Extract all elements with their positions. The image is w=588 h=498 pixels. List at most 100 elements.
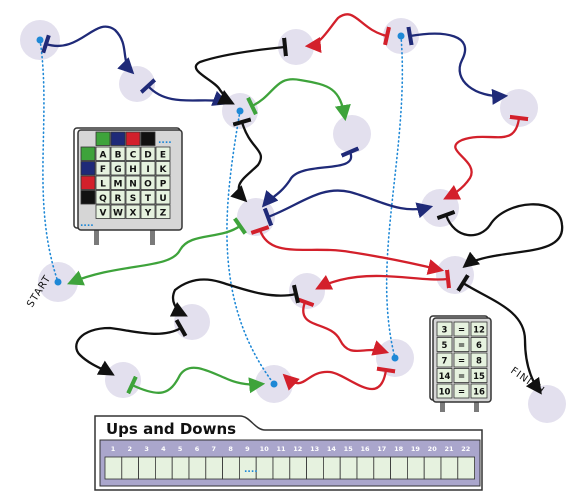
letter-cell-text: K [160,165,168,175]
answer-slot-number: 8 [228,445,233,453]
answer-slot[interactable] [423,456,442,480]
row-color-square [80,146,96,161]
answer-slot[interactable] [171,456,190,480]
answer-slot[interactable] [138,456,156,480]
answer-slot[interactable] [457,456,475,480]
answer-slot[interactable] [104,456,123,480]
number-board: 3 = 12 5 = 6 7 = 8 14 = 15 10 = 16 [429,315,492,412]
letter-cell-text: S [130,194,136,204]
answer-slot[interactable] [188,456,207,480]
letter-cell-text: T [145,194,152,204]
answer-slot-number: 14 [327,445,337,453]
number-cell [470,368,488,383]
column-color-square [95,131,111,146]
answer-placeholder: .... [244,465,258,475]
letter-cell-text: A [100,151,107,161]
number-cell-text: 5 [442,341,448,351]
finish-label: FINISH [508,365,546,396]
letter-cell-text: F [100,165,106,175]
letter-cell [125,146,141,161]
answer-slot-number: 10 [260,445,270,453]
column-color-square [140,131,156,146]
maze-node[interactable] [333,115,371,153]
answer-slot[interactable] [339,456,358,480]
letter-cell-text: Y [144,209,152,219]
answer-slot-number: 7 [212,445,217,453]
answer-slot[interactable] [154,456,173,480]
maze-node[interactable] [436,256,474,294]
number-cell [436,352,453,368]
maze-node[interactable] [174,304,210,340]
letter-cell [95,190,111,205]
answer-slot[interactable] [373,456,391,480]
column-color-square [110,131,126,146]
answer-slot-number: 18 [394,445,404,453]
answer-slot-number: 22 [461,445,470,453]
letter-cell-text: X [130,209,137,219]
number-cell-text: = [458,388,465,398]
row-color-square [80,175,96,190]
row-placeholder: .... [80,219,94,229]
answer-slot[interactable] [121,456,140,480]
letter-cell [95,146,111,161]
letter-cell-text: Z [160,209,167,219]
answer-slot[interactable] [390,456,408,480]
answer-slot[interactable] [356,456,375,480]
row-color-square [80,190,96,205]
letter-cell-text: O [144,180,152,190]
letter-cell [140,146,156,161]
answer-slot[interactable] [306,456,324,480]
answer-slot[interactable] [289,456,307,480]
letter-cell-text: N [129,180,137,190]
letter-cell-text: C [130,151,137,161]
answer-slot-number: 19 [411,445,421,453]
answer-slot[interactable] [255,456,274,480]
number-cell [453,383,470,399]
answer-slot-number: 17 [377,445,386,453]
answer-slot[interactable] [272,456,291,480]
letter-cell [140,204,156,219]
answer-slot-number: 21 [444,445,454,453]
answer-slot-number: 6 [195,445,200,453]
letter-cell [95,204,111,219]
letter-cell [155,161,171,176]
letter-cell [125,161,141,176]
letter-cell [125,190,141,205]
letter-cell-text: Q [99,194,107,204]
number-cell [470,321,488,337]
number-cell [436,337,453,352]
letter-cell [95,175,111,190]
letter-cell-text: B [115,151,122,161]
maze-node[interactable] [119,66,155,102]
letter-cell-text: M [114,180,123,190]
answer-slot[interactable] [222,456,240,480]
letter-cell [155,146,171,161]
number-cell-text: = [458,357,465,367]
answer-slot[interactable] [205,456,224,480]
letter-cell [140,161,156,176]
number-cell-text: = [458,372,465,382]
maze-node[interactable] [289,273,325,309]
answer-slot-number: 20 [428,445,438,453]
number-cell-text: 7 [442,357,448,367]
start-dots [36,32,405,388]
number-cell [436,368,453,383]
answer-slot[interactable] [322,456,341,480]
letter-board: A B C D E F G H I K L M N O P Q R S T U V W X Y Z .... .... [73,127,183,245]
column-color-square [125,131,141,146]
letter-cell-text: U [159,194,166,204]
number-cell [470,337,488,352]
answer-slot[interactable] [440,456,459,480]
answer-slot-number: 3 [144,445,149,453]
answer-slot-number: 16 [360,445,370,453]
answer-slot-number: 2 [128,445,133,453]
number-cell [436,321,453,337]
letter-cell-text: V [100,209,107,219]
number-cell-text: 15 [473,372,485,382]
maze-node[interactable] [105,362,141,398]
number-cell-text: 12 [473,326,485,336]
letter-cell-text: L [100,180,106,190]
puzzle-title: Ups and Downs [106,420,236,438]
answer-slot[interactable] [406,456,425,480]
answer-slot-number: 15 [344,445,354,453]
